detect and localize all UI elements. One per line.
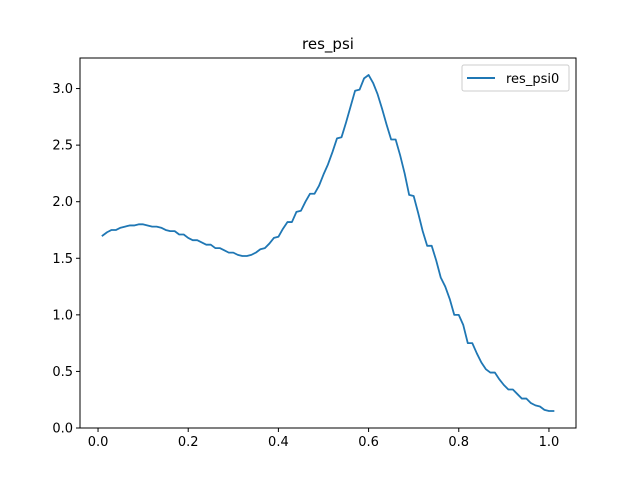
y-tick-label: 2.5	[52, 139, 73, 154]
x-tick-label: 0.2	[178, 435, 199, 450]
y-tick-label: 2.0	[52, 195, 73, 210]
legend-box	[461, 64, 570, 92]
x-axis: 0.0 0.2 0.4 0.6 0.8 1.0	[88, 428, 560, 450]
x-tick-label: 1.0	[539, 435, 560, 450]
series-layer	[101, 74, 555, 412]
y-tick-label: 0.0	[52, 422, 73, 437]
y-axis: 0.0 0.5 1.0 1.5 2.0 2.5 3.0	[52, 82, 80, 437]
y-tick-label: 1.0	[52, 308, 73, 323]
x-tick-label: 0.6	[358, 435, 379, 450]
series-line-res_psi0	[101, 74, 555, 412]
x-tick-label: 0.8	[448, 435, 469, 450]
legend: res_psi0	[461, 64, 570, 92]
plot-frame	[79, 57, 577, 429]
x-tick-label: 0.0	[88, 435, 109, 450]
y-tick-label: 0.5	[52, 365, 73, 380]
x-tick-label: 0.4	[268, 435, 289, 450]
legend-label: res_psi0	[506, 72, 559, 87]
y-tick-label: 1.5	[52, 252, 73, 267]
chart-title: res_psi	[302, 35, 354, 54]
y-tick-label: 3.0	[52, 82, 73, 97]
